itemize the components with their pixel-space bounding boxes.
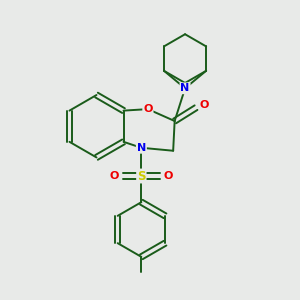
Text: O: O — [110, 171, 119, 181]
Text: S: S — [137, 169, 146, 182]
Text: O: O — [200, 100, 209, 110]
Text: O: O — [143, 104, 153, 114]
Text: N: N — [180, 83, 190, 93]
Text: N: N — [137, 143, 146, 153]
Text: O: O — [164, 171, 173, 181]
